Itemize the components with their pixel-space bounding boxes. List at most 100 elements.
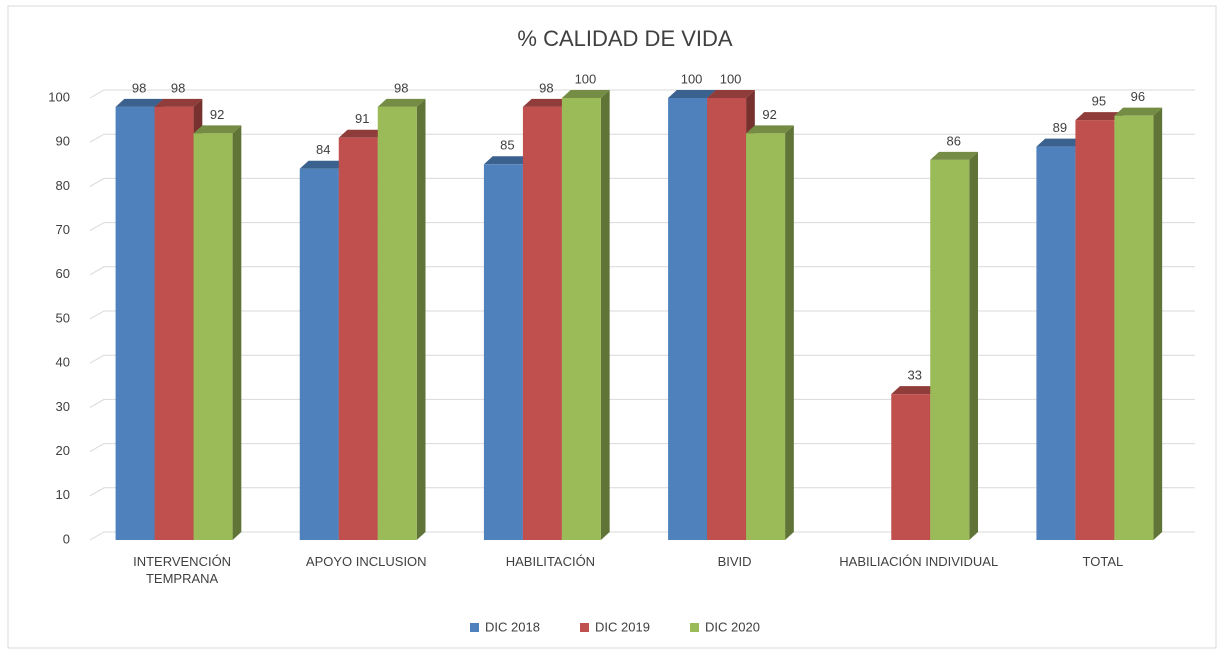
bar-front: [668, 98, 708, 540]
grid-line: [89, 266, 1195, 276]
bar-top: [930, 151, 978, 160]
legend-swatch: [690, 623, 699, 632]
bar-front: [377, 106, 417, 540]
bar-side: [1153, 107, 1163, 541]
y-tick-label: 90: [56, 134, 70, 149]
bar: [1114, 107, 1163, 541]
bar-front: [746, 133, 786, 541]
data-label: 86: [947, 133, 961, 148]
y-tick-label: 10: [56, 487, 70, 502]
x-tick-label: TOTAL: [1082, 554, 1124, 569]
x-tick-label-box: BIVID: [717, 554, 752, 569]
data-label: 98: [394, 80, 408, 95]
data-label: 33: [908, 368, 922, 383]
bar-top: [1114, 107, 1163, 116]
bar-front: [193, 133, 233, 541]
data-label: 84: [316, 142, 330, 157]
bar-top: [483, 156, 532, 165]
grid-line: [89, 177, 1195, 187]
grid-line: [89, 398, 1195, 408]
bar: [561, 90, 610, 540]
y-tick-label: 20: [56, 443, 70, 458]
data-label: 98: [132, 80, 146, 95]
data-label: 96: [1131, 89, 1145, 104]
grid-line: [89, 531, 1195, 541]
y-tick-label: 70: [56, 222, 70, 237]
bar-side: [600, 90, 610, 540]
x-tick-label: APOYO INCLUSION: [305, 554, 427, 569]
x-tick-label: HABILITACIÓN: [505, 554, 596, 569]
bar: [377, 98, 426, 540]
bar-side: [416, 98, 426, 540]
grid-line: [89, 89, 1195, 99]
bar-top: [707, 90, 755, 98]
data-label: 100: [681, 71, 703, 86]
bar-top: [377, 98, 426, 107]
bar-front: [561, 98, 601, 540]
bar-top: [1036, 138, 1085, 147]
bar: [193, 125, 242, 541]
bar-top: [1075, 112, 1124, 121]
bar-top: [115, 98, 164, 107]
x-tick-label: HABILIACIÓN INDIVIDUAL: [839, 554, 999, 569]
data-label: 91: [355, 111, 369, 126]
bar-front: [338, 137, 378, 540]
x-tick-label-box: APOYO INCLUSION: [305, 554, 427, 569]
data-label: 85: [500, 138, 514, 153]
x-tick-label: INTERVENCIÓN TEMPRANA: [133, 554, 232, 586]
bar-front: [891, 394, 931, 540]
x-tick-label-box: TOTAL: [1082, 554, 1124, 569]
grid-line: [89, 222, 1195, 232]
y-tick-label: 0: [63, 531, 70, 546]
bar-top: [561, 90, 610, 98]
bar-side: [785, 125, 794, 541]
data-label: 100: [720, 71, 742, 86]
data-label: 89: [1053, 120, 1067, 135]
x-tick-label-box: INTERVENCIÓN TEMPRANA: [133, 554, 232, 586]
bar-top: [891, 386, 939, 395]
bar-front: [1075, 120, 1115, 540]
bar-top: [338, 129, 387, 138]
bar-top: [668, 90, 716, 98]
data-label: 92: [210, 107, 224, 122]
bar: [746, 125, 794, 541]
bar-front: [115, 106, 155, 540]
data-label: 98: [171, 80, 185, 95]
data-label: 92: [762, 107, 776, 122]
y-tick-label: 80: [56, 178, 70, 193]
bar-front: [1036, 146, 1076, 540]
y-tick-label: 30: [56, 399, 70, 414]
bar-side: [969, 151, 978, 540]
y-tick-label: 40: [56, 355, 70, 370]
legend-label: DIC 2019: [595, 619, 650, 634]
legend-swatch: [580, 623, 589, 632]
data-label: 100: [575, 71, 597, 86]
bar-front: [522, 106, 562, 540]
bar-top: [522, 98, 571, 107]
bar-front: [154, 106, 194, 540]
grid-line: [89, 443, 1195, 453]
y-tick-label: 60: [56, 266, 70, 281]
x-tick-label-box: HABILIACIÓN INDIVIDUAL: [839, 554, 999, 569]
chart-title: % CALIDAD DE VIDA: [517, 26, 732, 51]
y-tick-label: 100: [48, 89, 70, 104]
bar: [930, 151, 978, 540]
y-tick-label: 50: [56, 310, 70, 325]
bar-front: [483, 164, 523, 541]
grid-line: [89, 487, 1195, 497]
legend-swatch: [470, 623, 479, 632]
bar-front: [299, 168, 339, 540]
legend-label: DIC 2018: [485, 619, 540, 634]
x-tick-label: BIVID: [717, 554, 752, 569]
bar-front: [930, 159, 970, 540]
bar-side: [232, 125, 242, 541]
bar-front: [707, 98, 747, 540]
grid-line: [89, 354, 1195, 364]
bar-top: [746, 125, 794, 134]
bar-top: [299, 160, 348, 169]
x-tick-label-box: HABILITACIÓN: [505, 554, 596, 569]
grid-line: [89, 310, 1195, 320]
bar-front: [1114, 115, 1154, 541]
bar-top: [154, 98, 203, 107]
